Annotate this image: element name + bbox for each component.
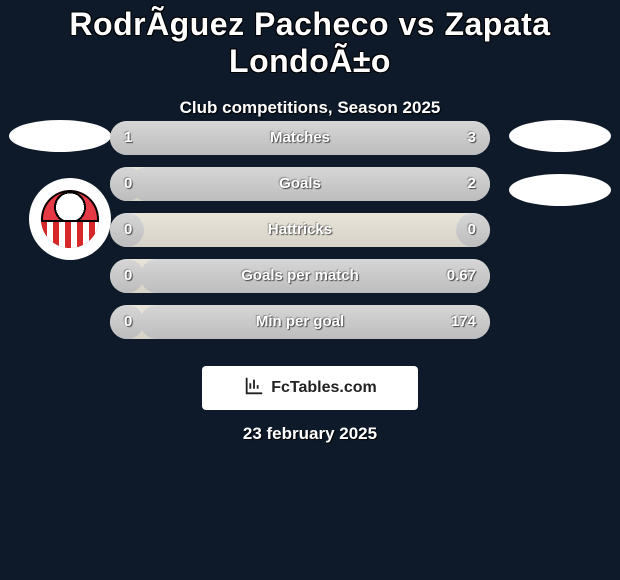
stat-row: 02Goals	[110, 167, 490, 201]
stat-bar-right	[140, 305, 490, 339]
stat-row: 13Matches	[110, 121, 490, 155]
stat-bar-right	[130, 167, 490, 201]
stat-bar-right	[456, 213, 490, 247]
stat-bar-left	[110, 213, 144, 247]
stat-bar-left	[110, 305, 144, 339]
stat-bar-track	[110, 213, 490, 247]
player1-avatar	[9, 120, 111, 152]
chart-icon	[243, 375, 265, 402]
stat-row: 00.67Goals per match	[110, 259, 490, 293]
watermark-text: FcTables.com	[271, 379, 377, 397]
snapshot-date: 23 february 2025	[0, 424, 620, 444]
player2-avatar	[509, 120, 611, 152]
stat-row: 0174Min per goal	[110, 305, 490, 339]
comparison-rows: 13Matches 02Goals 00Hattricks 00.67Goals pe…	[110, 121, 490, 351]
stat-bar-right	[120, 121, 490, 155]
watermark-badge: FcTables.com	[202, 366, 418, 410]
stat-bar-right	[140, 259, 490, 293]
player1-club-crest	[29, 178, 111, 260]
page-subtitle: Club competitions, Season 2025	[0, 98, 620, 118]
page-title: RodrÃ­guez Pacheco vs Zapata LondoÃ±o	[0, 0, 620, 80]
player2-club-avatar	[509, 174, 611, 206]
stat-bar-left	[110, 259, 144, 293]
stat-row: 00Hattricks	[110, 213, 490, 247]
